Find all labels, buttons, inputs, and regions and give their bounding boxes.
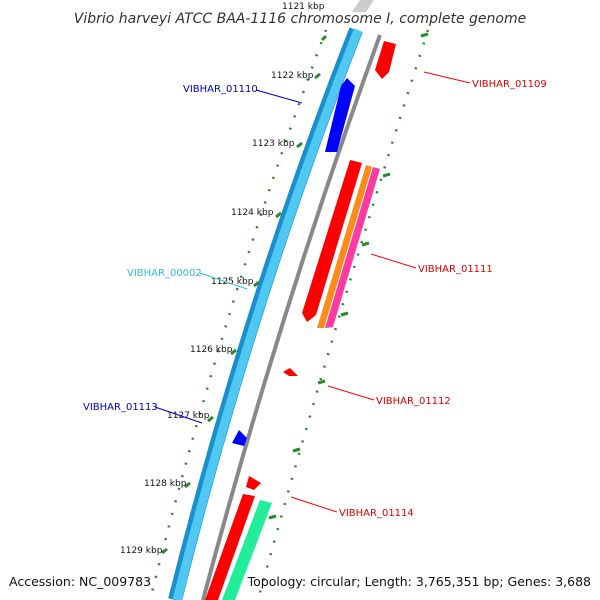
feature-red-lower[interactable]	[205, 494, 255, 600]
right-tick-marks	[268, 32, 429, 520]
label-VIBHAR_01111[interactable]: VIBHAR_01111	[418, 264, 493, 275]
tick-mark	[320, 34, 328, 42]
feature-green[interactable]	[222, 500, 272, 600]
tick-mark	[161, 547, 168, 555]
topology-text: Topology: circular; Length: 3,765,351 bp…	[247, 574, 591, 589]
left-tick-marks	[161, 34, 328, 555]
gene-VIBHAR_01113[interactable]	[232, 430, 247, 446]
tick-label-1125: 1125 kbp	[211, 277, 254, 287]
tick-label-1122: 1122 kbp	[271, 71, 314, 81]
tick-mark	[184, 481, 191, 489]
reverse-genes	[232, 78, 355, 446]
accession-text: Accession: NC_009783	[9, 574, 151, 589]
tick-mark	[207, 415, 214, 423]
connector-VIBHAR_01113	[154, 406, 203, 424]
tick-mark	[275, 211, 282, 219]
tick-mark	[317, 379, 326, 385]
connector-VIBHAR_01111	[370, 253, 417, 269]
forward-genes	[205, 41, 396, 600]
tick-mark	[230, 348, 237, 356]
gene-labels: VIBHAR_01109 VIBHAR_01110 VIBHAR_01111 V…	[83, 71, 547, 519]
gene-VIBHAR_01114[interactable]	[246, 476, 261, 490]
label-VIBHAR_01114[interactable]: VIBHAR_01114	[339, 508, 414, 519]
tick-label-1123: 1123 kbp	[252, 139, 295, 149]
feature-orange[interactable]	[317, 165, 372, 328]
tick-label-1128: 1128 kbp	[144, 479, 187, 489]
tick-label-1124: 1124 kbp	[231, 208, 274, 218]
right-dotted-track	[256, 29, 430, 600]
gene-VIBHAR_01109[interactable]	[375, 41, 396, 79]
connector-VIBHAR_01109	[423, 71, 471, 84]
label-VIBHAR_01113[interactable]: VIBHAR_01113	[83, 402, 158, 413]
connector-VIBHAR_00002	[199, 272, 248, 290]
backbone-inner	[172, 28, 363, 600]
tick-mark	[253, 280, 260, 288]
tick-mark	[296, 141, 303, 149]
gene-VIBHAR_01111[interactable]	[302, 160, 362, 322]
backbone-gray-line	[201, 34, 382, 600]
tick-mark	[268, 514, 277, 520]
connector-VIBHAR_01112	[327, 385, 375, 401]
tick-label-1129: 1129 kbp	[120, 546, 163, 556]
tick-mark	[292, 447, 301, 453]
gene-VIBHAR_01110[interactable]	[325, 78, 355, 152]
label-VIBHAR_00002[interactable]: VIBHAR_00002	[127, 268, 202, 279]
label-VIBHAR_01110[interactable]: VIBHAR_01110	[183, 84, 258, 95]
tick-labels: 1121 kbp 1122 kbp 1123 kbp 1124 kbp 1125…	[120, 2, 325, 556]
tick-label-1127: 1127 kbp	[167, 411, 210, 421]
tick-mark	[314, 72, 321, 80]
feature-pink[interactable]	[325, 167, 380, 328]
connector-VIBHAR_01110	[255, 89, 303, 104]
tick-mark	[420, 32, 429, 38]
backbone	[168, 0, 382, 600]
backbone-top-gray	[352, 0, 374, 12]
tick-mark	[340, 311, 349, 317]
map-title: Vibrio harveyi ATCC BAA-1116 chromosome …	[74, 11, 526, 27]
tick-label-1126: 1126 kbp	[190, 345, 233, 355]
gene-VIBHAR_01112-shape	[283, 368, 298, 376]
tick-mark	[361, 241, 370, 247]
tick-label-1121: 1121 kbp	[282, 2, 325, 12]
connector-VIBHAR_01114	[290, 496, 338, 513]
label-VIBHAR_01109[interactable]: VIBHAR_01109	[472, 79, 547, 90]
label-VIBHAR_01112[interactable]: VIBHAR_01112	[376, 396, 451, 407]
tick-mark	[382, 172, 391, 178]
